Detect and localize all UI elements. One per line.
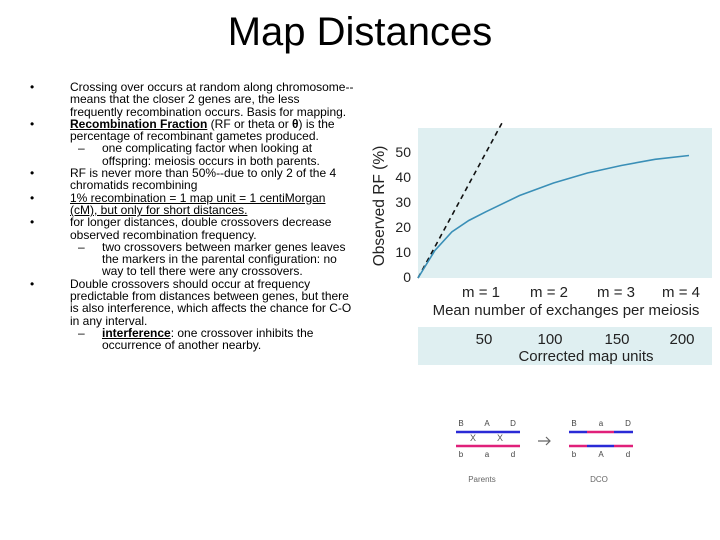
y-tick-label: 10	[395, 244, 411, 260]
bullet-longer-distances: • for longer distances, double crossover…	[30, 216, 354, 241]
bullet-text: ) is the percentage of recombinant gamet…	[70, 116, 335, 144]
bullet-text: 1% recombination = 1 map unit = 1 centiM…	[70, 190, 326, 217]
caption-dco: DCO	[590, 475, 608, 484]
series-line-observed	[417, 154, 690, 279]
allele-label: A	[484, 419, 490, 428]
y-tick-label: 50	[395, 144, 411, 160]
term-interference: interference	[102, 325, 171, 340]
y-tick-label: 0	[403, 269, 411, 285]
sub-bullet-text: : one crossover inhibits the occurrence …	[102, 325, 314, 353]
x-tick-label: m = 4	[662, 284, 700, 301]
allele-label: b	[572, 450, 577, 459]
sub-bullet-text: two crossovers between marker genes leav…	[102, 239, 346, 279]
allele-label: B	[458, 419, 463, 428]
y-tick-labels: 0 10 20 30 40 50	[395, 144, 411, 285]
bullet-crossing-over: • Crossing over occurs at random along c…	[30, 81, 354, 118]
sub-bullet-text: one complicating factor when looking at …	[102, 141, 320, 168]
corrected-tick-label: 100	[537, 331, 562, 348]
sub-bullet-complicating-factor: – one complicating factor when looking a…	[30, 142, 354, 167]
bullet-text: Crossing over occurs at random along chr…	[70, 80, 354, 119]
bullet-double-crossovers: • Double crossovers should occur at freq…	[30, 276, 354, 328]
bullet-dot: •	[30, 190, 35, 205]
rf-chart: Observed RF (%) 0 10 20 30 40 50 m = 1 m…	[371, 120, 712, 365]
arrow-icon	[538, 436, 551, 446]
sub-bullet-interference: – interference: one crossover inhibits t…	[30, 327, 354, 352]
allele-label: B	[571, 419, 576, 428]
allele-label: A	[598, 450, 604, 459]
x-tick-label: m = 2	[530, 284, 568, 301]
allele-label: b	[459, 450, 464, 459]
sub-bullet-dash: –	[78, 239, 85, 254]
bullet-text: Double crossovers should occur at freque…	[70, 276, 352, 328]
bullet-dot: •	[30, 215, 35, 230]
y-tick-label: 30	[395, 194, 411, 210]
x-axis-label: Mean number of exchanges per meiosis	[433, 302, 700, 319]
allele-label: d	[626, 450, 630, 459]
crossover-mark: X	[497, 433, 503, 443]
x-tick-label: m = 1	[462, 284, 500, 301]
term-recombination-fraction: Recombination Fraction	[70, 116, 208, 131]
bullet-dot: •	[30, 276, 35, 291]
corrected-axis-label: Corrected map units	[518, 348, 653, 365]
y-axis-label: Observed RF (%)	[371, 146, 388, 267]
x-tick-label: m = 3	[597, 284, 635, 301]
bullet-dot: •	[30, 80, 35, 94]
bullet-rf-limit: • RF is never more than 50%--due to only…	[30, 167, 354, 192]
bullet-dot: •	[30, 166, 35, 181]
bullet-list: • Crossing over occurs at random along c…	[30, 81, 354, 352]
corrected-tick-labels: 50 100 150 200	[476, 331, 695, 348]
corrected-tick-label: 200	[669, 331, 694, 348]
series-line-uncorrected	[417, 120, 505, 279]
theta-symbol: θ	[292, 116, 299, 131]
sub-bullet-dash: –	[78, 141, 85, 156]
allele-label: D	[625, 419, 631, 428]
corrected-tick-label: 50	[476, 331, 493, 348]
bullet-text: for longer distances, double crossovers …	[70, 215, 332, 242]
bullet-text: (RF or theta or	[207, 116, 293, 131]
bullet-text: RF is never more than 50%--due to only 2…	[70, 166, 337, 193]
crossover-mark: X	[470, 433, 476, 443]
y-tick-label: 40	[395, 169, 411, 185]
parental-chromosomes: B A D X X b a d Parents	[456, 419, 520, 484]
allele-label: a	[599, 419, 604, 428]
sub-bullet-dash: –	[78, 325, 85, 340]
bullet-dot: •	[30, 116, 35, 131]
allele-label: a	[485, 450, 490, 459]
bullet-recombination-fraction: • Recombination Fraction (RF or theta or…	[30, 118, 354, 143]
slide-title: Map Distances	[227, 10, 493, 54]
allele-label: D	[510, 419, 516, 428]
chart-panel	[418, 128, 712, 278]
corrected-tick-label: 150	[604, 331, 629, 348]
corrected-units-band	[418, 327, 712, 365]
bullet-centimorgan: • 1% recombination = 1 map unit = 1 cent…	[30, 190, 354, 217]
sub-bullet-two-crossovers: – two crossovers between marker genes le…	[30, 241, 354, 278]
y-tick-label: 20	[395, 219, 411, 235]
x-tick-labels: m = 1 m = 2 m = 3 m = 4	[462, 284, 700, 301]
dco-chromosomes: B a D b A d DCO	[569, 419, 633, 484]
double-crossover-diagram: B A D X X b a d Parents B a D b A d DCO	[456, 419, 633, 484]
allele-label: d	[511, 450, 515, 459]
caption-parents: Parents	[468, 475, 496, 484]
